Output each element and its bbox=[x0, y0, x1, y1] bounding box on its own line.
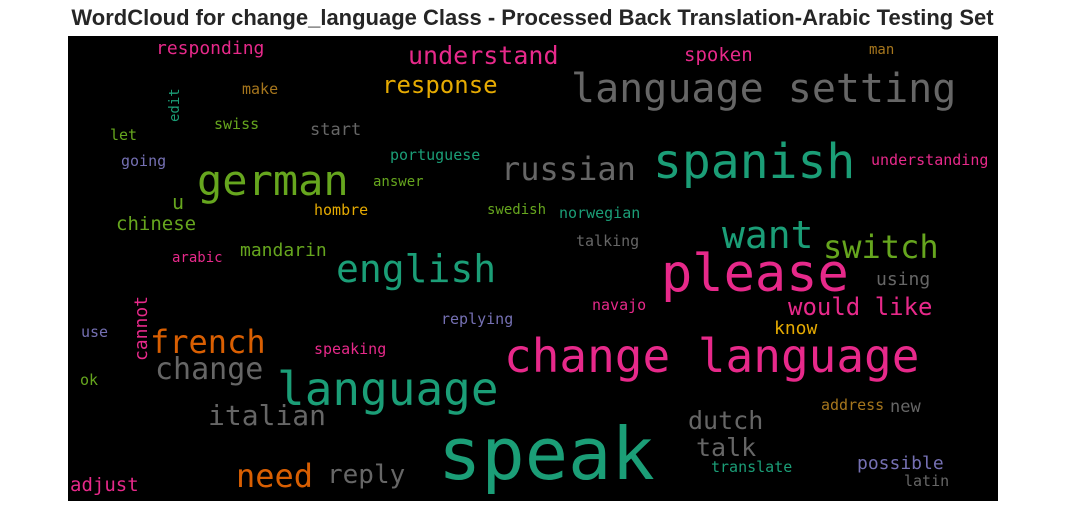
word-new: new bbox=[890, 397, 921, 417]
word-norwegian: norwegian bbox=[559, 204, 641, 222]
word-responding: responding bbox=[156, 38, 265, 59]
word-let: let bbox=[110, 126, 138, 144]
word-french: french bbox=[150, 323, 266, 361]
word-language-setting: language setting bbox=[571, 66, 957, 112]
word-talking: talking bbox=[576, 232, 640, 250]
word-address: address bbox=[821, 396, 885, 414]
word-russian: russian bbox=[501, 150, 636, 188]
word-arabic: arabic bbox=[172, 250, 223, 266]
word-using: using bbox=[876, 269, 931, 290]
word-answer: answer bbox=[373, 174, 424, 190]
word-swiss: swiss bbox=[214, 115, 260, 133]
word-u: u bbox=[172, 190, 185, 214]
word-english: english bbox=[336, 247, 497, 291]
word-replying: replying bbox=[441, 310, 514, 328]
word-ok: ok bbox=[80, 371, 99, 389]
word-mandarin: mandarin bbox=[240, 240, 327, 261]
chart-title: WordCloud for change_language Class - Pr… bbox=[71, 5, 994, 30]
word-going: going bbox=[121, 152, 167, 170]
word-navajo: navajo bbox=[592, 296, 647, 314]
word-speak: speak bbox=[438, 412, 655, 496]
word-edit: edit bbox=[167, 88, 183, 122]
wordcloud-canvas: speak change language please language setti… bbox=[68, 36, 998, 501]
word-response: response bbox=[382, 71, 498, 99]
word-hombre: hombre bbox=[314, 201, 369, 219]
word-language: language bbox=[277, 362, 499, 416]
word-spoken: spoken bbox=[684, 44, 753, 66]
word-please: please bbox=[661, 244, 849, 304]
word-make: make bbox=[242, 80, 279, 98]
word-want: want bbox=[722, 213, 814, 257]
word-italian: italian bbox=[208, 399, 327, 432]
word-translate: translate bbox=[711, 458, 793, 476]
word-change-language: change language bbox=[504, 329, 920, 383]
word-possible: possible bbox=[857, 453, 944, 474]
word-dutch: dutch bbox=[688, 406, 764, 435]
word-chinese: chinese bbox=[116, 213, 197, 235]
word-man: man bbox=[869, 42, 895, 58]
word-portuguese: portuguese bbox=[390, 146, 481, 164]
word-speaking: speaking bbox=[314, 340, 387, 358]
word-understanding: understanding bbox=[871, 151, 989, 169]
word-swedish: swedish bbox=[487, 202, 547, 218]
word-latin: latin bbox=[904, 472, 950, 490]
word-need: need bbox=[236, 457, 314, 495]
word-switch: switch bbox=[823, 228, 939, 266]
word-change: change bbox=[155, 352, 264, 387]
word-use: use bbox=[81, 323, 109, 341]
word-would-like: would like bbox=[788, 293, 933, 321]
word-start: start bbox=[310, 120, 362, 140]
word-understand: understand bbox=[408, 41, 559, 70]
word-spanish: spanish bbox=[653, 134, 856, 190]
word-talk: talk bbox=[696, 433, 757, 462]
word-german: german bbox=[197, 156, 349, 205]
word-adjust: adjust bbox=[70, 474, 139, 496]
word-cannot: cannot bbox=[131, 295, 152, 361]
word-know: know bbox=[774, 318, 818, 339]
word-reply: reply bbox=[327, 460, 406, 490]
